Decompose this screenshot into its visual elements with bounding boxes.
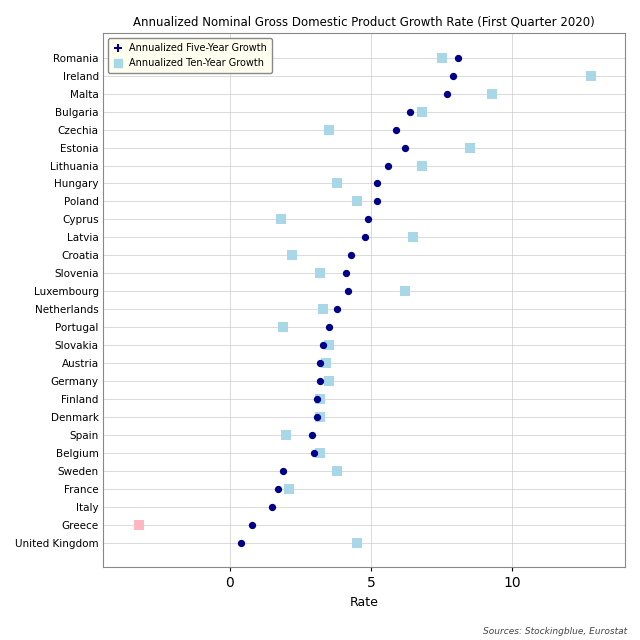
Point: [315, 394, 325, 404]
Point: [408, 232, 419, 243]
Point: [586, 70, 596, 81]
Point: [323, 340, 333, 351]
Point: [487, 88, 497, 99]
Point: [352, 196, 362, 207]
Point: [309, 448, 319, 458]
Point: [343, 286, 353, 296]
Point: [278, 322, 289, 332]
Point: [236, 538, 246, 548]
Text: Sources: Stockingblue, Eurostat: Sources: Stockingblue, Eurostat: [483, 627, 627, 636]
Point: [400, 143, 410, 153]
Point: [340, 268, 351, 278]
Point: [321, 358, 331, 369]
Point: [275, 214, 285, 225]
Point: [332, 179, 342, 189]
Point: [323, 376, 333, 387]
Point: [315, 268, 325, 278]
Point: [318, 304, 328, 314]
Point: [315, 358, 325, 369]
Point: [332, 466, 342, 476]
Point: [417, 161, 427, 171]
Point: [391, 124, 401, 134]
Point: [287, 250, 297, 260]
Point: [371, 196, 381, 207]
Point: [442, 88, 452, 99]
Point: [281, 430, 291, 440]
Point: [134, 520, 145, 531]
Point: [436, 52, 447, 63]
Point: [363, 214, 373, 225]
Point: [346, 250, 356, 260]
Point: [360, 232, 371, 243]
Point: [273, 484, 283, 494]
Point: [318, 340, 328, 351]
Point: [284, 484, 294, 494]
Point: [417, 106, 427, 116]
Point: [465, 143, 475, 153]
Point: [371, 179, 381, 189]
Legend: Annualized Five-Year Growth, Annualized Ten-Year Growth: Annualized Five-Year Growth, Annualized …: [108, 38, 272, 73]
Point: [315, 412, 325, 422]
Point: [267, 502, 277, 512]
Point: [453, 52, 463, 63]
Point: [332, 304, 342, 314]
Point: [405, 106, 415, 116]
Point: [307, 430, 317, 440]
Point: [448, 70, 458, 81]
Point: [312, 394, 323, 404]
X-axis label: Rate: Rate: [349, 596, 378, 609]
Point: [315, 448, 325, 458]
Point: [383, 161, 393, 171]
Point: [278, 466, 289, 476]
Point: [352, 538, 362, 548]
Point: [323, 322, 333, 332]
Point: [247, 520, 257, 531]
Point: [312, 412, 323, 422]
Point: [323, 124, 333, 134]
Title: Annualized Nominal Gross Domestic Product Growth Rate (First Quarter 2020): Annualized Nominal Gross Domestic Produc…: [133, 15, 595, 28]
Point: [315, 376, 325, 387]
Point: [400, 286, 410, 296]
